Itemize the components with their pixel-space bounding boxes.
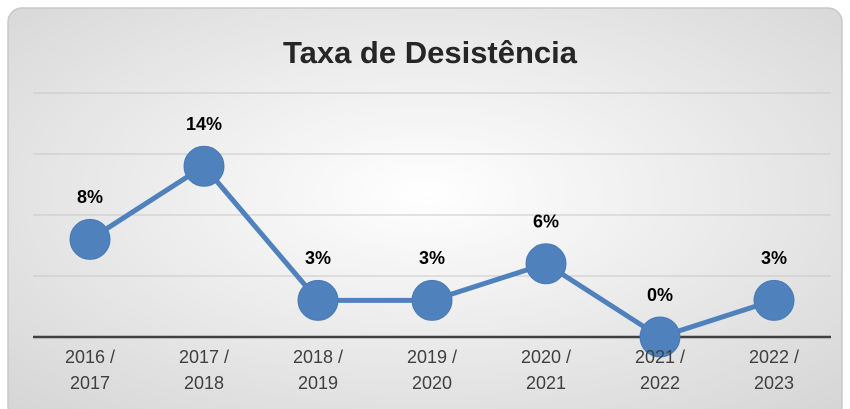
x-tick-label: 2017 / 2018 <box>178 347 230 393</box>
chart-background <box>7 7 843 409</box>
data-label: 3% <box>305 248 331 268</box>
x-tick-label: 2022 / 2023 <box>748 347 800 393</box>
marker <box>639 316 681 358</box>
data-label: 14% <box>186 114 222 134</box>
data-label: 3% <box>419 248 445 268</box>
x-tick-label: 2020 / 2021 <box>520 347 572 393</box>
x-tick-label: 2016 / 2017 <box>64 347 116 393</box>
marker <box>69 218 111 260</box>
marker <box>297 279 339 321</box>
marker <box>183 145 225 187</box>
data-label: 6% <box>533 212 559 232</box>
x-tick-label: 2019 / 2020 <box>406 347 458 393</box>
marker <box>753 279 795 321</box>
x-tick-label: 2021 / 2022 <box>634 347 686 393</box>
chart-title: Taxa de Desistência <box>283 35 578 70</box>
marker <box>411 279 453 321</box>
x-tick-label: 2018 / 2019 <box>292 347 344 393</box>
data-label: 0% <box>647 285 673 305</box>
data-label: 3% <box>761 248 787 268</box>
data-label: 8% <box>77 187 103 207</box>
marker <box>525 243 567 285</box>
